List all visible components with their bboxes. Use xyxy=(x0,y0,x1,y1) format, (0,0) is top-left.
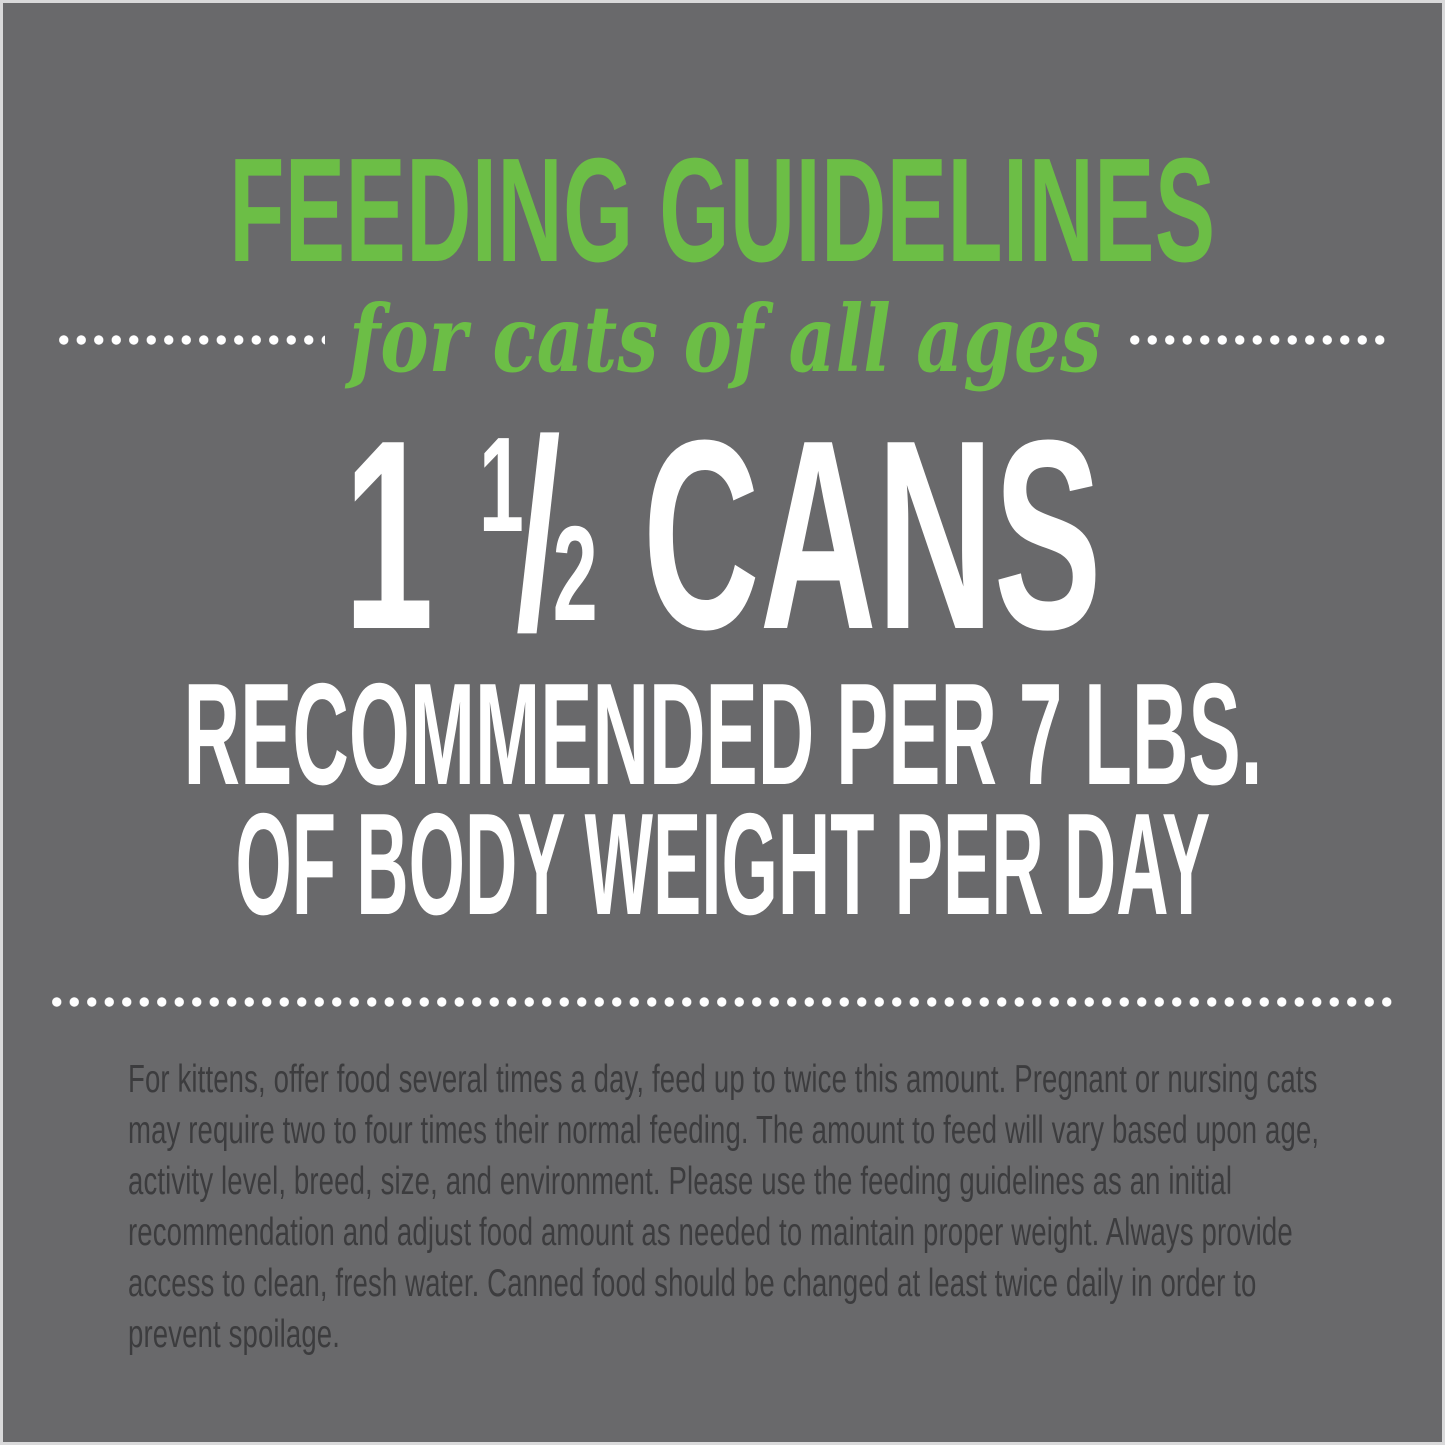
page-subtitle: for cats of all ages xyxy=(349,285,1102,393)
page-title: FEEDING GUIDELINES xyxy=(229,128,1216,293)
fraction-numerator: 1 xyxy=(478,408,524,560)
fraction-slash: / xyxy=(515,384,561,686)
recommendation-line-2: OF BODY WEIGHT PER DAY xyxy=(235,783,1210,946)
subtitle-row: for cats of all ages xyxy=(0,285,1445,393)
serving-amount: 1 1/2 CANS xyxy=(343,400,1101,671)
fraction-denominator: 2 xyxy=(552,497,598,649)
dotted-divider xyxy=(47,996,1398,1007)
dotted-line-right xyxy=(1125,334,1390,345)
feeding-notes-paragraph: For kittens, offer food several times a … xyxy=(128,1057,1320,1356)
title-row: FEEDING GUIDELINES xyxy=(0,137,1445,285)
recommendation-line-1: RECOMMENDED PER 7 LBS. xyxy=(183,652,1262,815)
serving-amount-row: 1 1/2 CANS xyxy=(0,400,1445,671)
recommendation-row-1: RECOMMENDED PER 7 LBS. xyxy=(0,652,1445,815)
recommendation-row-2: OF BODY WEIGHT PER DAY xyxy=(0,783,1445,946)
serving-unit: CANS xyxy=(642,384,1102,686)
recommendation-block: RECOMMENDED PER 7 LBS. OF BODY WEIGHT PE… xyxy=(0,652,1445,946)
serving-whole-number: 1 xyxy=(343,384,434,686)
dotted-line-left xyxy=(55,334,326,345)
serving-fraction: 1/2 xyxy=(479,385,598,686)
